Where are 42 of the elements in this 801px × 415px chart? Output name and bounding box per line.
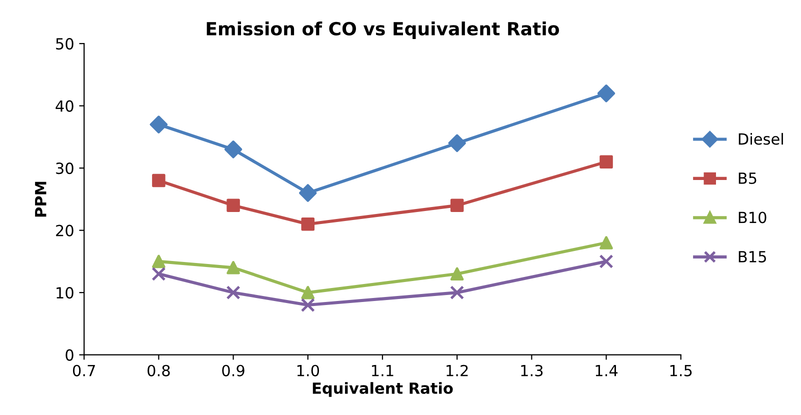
point xyxy=(224,140,242,158)
point xyxy=(597,84,616,102)
y-axis-title: PPM xyxy=(35,182,46,217)
point xyxy=(301,217,315,231)
point xyxy=(150,116,168,134)
y-tick-label: 40 xyxy=(56,100,74,112)
y-tick-label: 50 xyxy=(56,38,74,50)
point xyxy=(600,236,613,250)
point xyxy=(450,286,464,300)
x-tick-label: 1.4 xyxy=(596,365,618,376)
point xyxy=(448,134,466,152)
y-tick-label: 0 xyxy=(66,349,74,361)
point xyxy=(450,267,464,281)
y-tick-label: 10 xyxy=(56,287,74,299)
point xyxy=(301,286,315,300)
point xyxy=(152,254,166,268)
point xyxy=(226,261,240,274)
legend-label: Diesel xyxy=(738,132,783,145)
point xyxy=(450,198,464,212)
x-tick-label: 0.8 xyxy=(148,364,170,376)
legend-label: B5 xyxy=(738,172,756,184)
x-tick-label: 0.7 xyxy=(72,364,95,376)
x-tick-label: 1.2 xyxy=(446,364,468,376)
x-tick-label: 1.3 xyxy=(521,364,543,376)
point xyxy=(226,286,240,300)
point xyxy=(600,155,613,168)
y-tick-label: 20 xyxy=(56,224,74,236)
x-tick-label: 1.0 xyxy=(297,364,320,376)
point xyxy=(226,198,240,212)
point xyxy=(300,298,315,312)
x-tick-label: 0.9 xyxy=(222,364,244,376)
point xyxy=(599,254,614,269)
x-tick-label: 1.5 xyxy=(670,365,692,376)
point xyxy=(152,266,166,281)
legend-label: B15 xyxy=(738,251,766,262)
x-axis-title: Equivalent Ratio xyxy=(312,382,453,397)
y-tick-label: 30 xyxy=(56,162,74,174)
legend-label: B10 xyxy=(738,212,766,224)
point xyxy=(299,184,317,202)
point xyxy=(152,174,166,188)
chart-title: Emission of CO vs Equivalent Ratio xyxy=(206,22,559,39)
x-tick-label: 1.1 xyxy=(372,365,394,376)
